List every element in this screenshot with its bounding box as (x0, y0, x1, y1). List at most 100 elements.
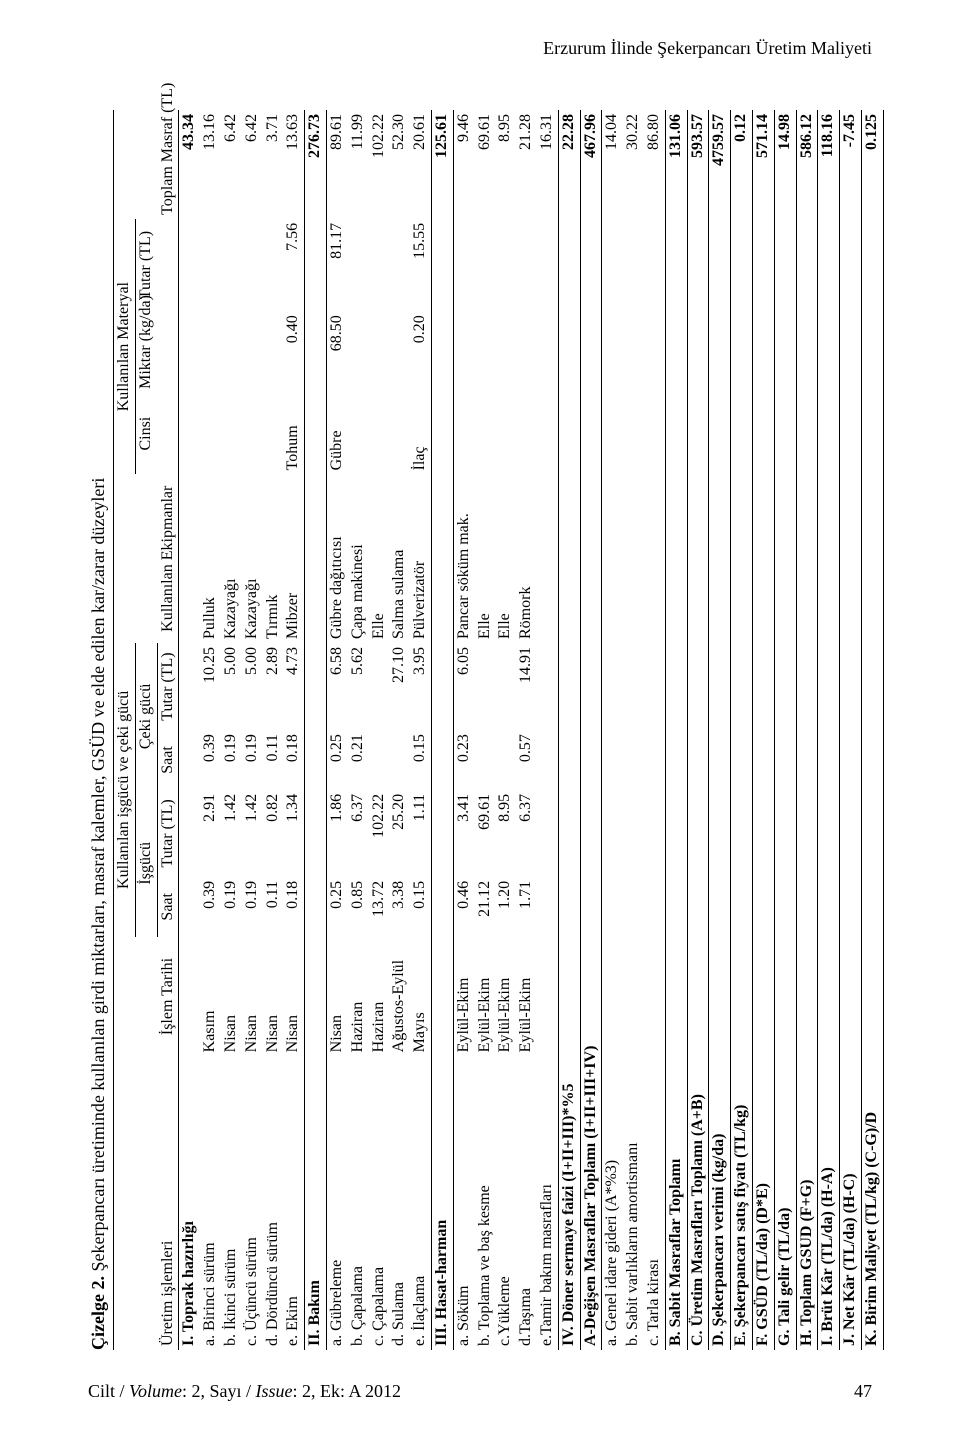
cell (861, 877, 883, 937)
cell (475, 219, 496, 311)
cell (179, 790, 200, 877)
section-row: A-Değişen Masraflar Toplamı (I+II+III+IV… (580, 110, 602, 1350)
cell: b. Toplama ve baş kesme (475, 1056, 496, 1350)
cell (580, 474, 602, 643)
section-row: IV. Döner sermaye faizi (I+II+III)*%522.… (558, 110, 580, 1350)
cell (580, 219, 602, 311)
cell: I. Brüt Kâr (TL/da) (H-A) (818, 1056, 840, 1350)
cell: H. Toplam GSUD (F+G) (796, 1056, 818, 1350)
cell: 102.22 (369, 110, 390, 219)
cell: III. Hasat-harman (431, 1056, 453, 1350)
cell: 118.16 (818, 110, 840, 219)
cell: 2.91 (200, 790, 221, 877)
page-number: 47 (854, 1381, 872, 1402)
cell (369, 393, 390, 475)
cell (537, 937, 558, 1057)
cell (774, 730, 796, 790)
cell (537, 643, 558, 730)
cell (537, 393, 558, 475)
cell: 13.72 (369, 877, 390, 937)
cell: 13.16 (200, 110, 221, 219)
cell: 6.37 (348, 790, 369, 877)
cell (709, 219, 731, 311)
cell: 0.25 (326, 877, 347, 937)
cell (752, 877, 774, 937)
cell: J. Net Kâr (TL/da) (H-C) (840, 1056, 862, 1350)
cell: 15.55 (410, 219, 431, 311)
cell (861, 790, 883, 877)
cell (242, 311, 263, 393)
cell: 9.46 (453, 110, 474, 219)
cell: 571.14 (752, 110, 774, 219)
cell (431, 937, 453, 1057)
cell (580, 311, 602, 393)
cell: a. Söküm (453, 1056, 474, 1350)
cell (818, 790, 840, 877)
table-row: e. EkimNisan0.181.340.184.73MibzerTohum0… (283, 110, 304, 1350)
cell: Elle (369, 474, 390, 643)
cell (818, 877, 840, 937)
cell (305, 393, 327, 475)
col-header: Tutar (TL) (157, 790, 179, 877)
section-row: II. Bakım276.73 (305, 110, 327, 1350)
cell (818, 730, 840, 790)
cell (263, 393, 284, 475)
cell (623, 877, 644, 937)
cell: 0.57 (516, 730, 537, 790)
section-row: J. Net Kâr (TL/da) (H-C) -7.45 (840, 110, 862, 1350)
cell: 5.62 (348, 643, 369, 730)
cell (305, 643, 327, 730)
cell: -7.45 (840, 110, 862, 219)
cell: 1.34 (283, 790, 304, 877)
cell: 0.23 (453, 730, 474, 790)
cell (537, 311, 558, 393)
cell (687, 937, 709, 1057)
cell: B. Sabit Masraflar Toplamı (665, 1056, 687, 1350)
cell (818, 311, 840, 393)
cell: 11.99 (348, 110, 369, 219)
cell: C. Üretim Masrafları Toplamı (A+B) (687, 1056, 709, 1350)
caption-label: Çizelge 2. (88, 1276, 108, 1350)
cell: 5.00 (221, 643, 242, 730)
cell (623, 474, 644, 643)
cell: 467.96 (580, 110, 602, 219)
cell (431, 643, 453, 730)
cell: 0.18 (283, 730, 304, 790)
cell: Kazayağı (221, 474, 242, 643)
cell (221, 219, 242, 311)
cell (796, 877, 818, 937)
cell (602, 311, 623, 393)
cell (389, 730, 410, 790)
cell (623, 643, 644, 730)
cell (369, 311, 390, 393)
rotated-table-container: Çizelge 2. Şekerpancarı üretiminde kulla… (88, 110, 872, 1350)
cell: 43.34 (179, 110, 200, 219)
cell: Gübre dağıtıcısı (326, 474, 347, 643)
cell: 3.38 (389, 877, 410, 937)
cell: 86.80 (644, 110, 665, 219)
cell: Haziran (369, 937, 390, 1057)
cell (861, 393, 883, 475)
cell: a. Birinci sürüm (200, 1056, 221, 1350)
section-row: B. Sabit Masraflar Toplamı131.06 (665, 110, 687, 1350)
footer-text: Issue (256, 1381, 293, 1401)
cell (263, 311, 284, 393)
cell (709, 393, 731, 475)
cell (665, 790, 687, 877)
cell: 6.42 (221, 110, 242, 219)
cell (179, 643, 200, 730)
cell (687, 311, 709, 393)
cell: c. Tarla kirası (644, 1056, 665, 1350)
cell: IV. Döner sermaye faizi (I+II+III)*%5 (558, 1056, 580, 1350)
cell: Gübre (326, 393, 347, 475)
cell (818, 474, 840, 643)
cell: d. Dördüncü sürüm (263, 1056, 284, 1350)
cell (752, 643, 774, 730)
cell (731, 393, 753, 475)
section-row: K. Birim Maliyet (TL/kg) (C-G)/D0.125 (861, 110, 883, 1350)
cell: 5.00 (242, 643, 263, 730)
cell: 0.19 (221, 730, 242, 790)
cell: 3.41 (453, 790, 474, 877)
cell: 0.39 (200, 877, 221, 937)
cell: 1.42 (242, 790, 263, 877)
